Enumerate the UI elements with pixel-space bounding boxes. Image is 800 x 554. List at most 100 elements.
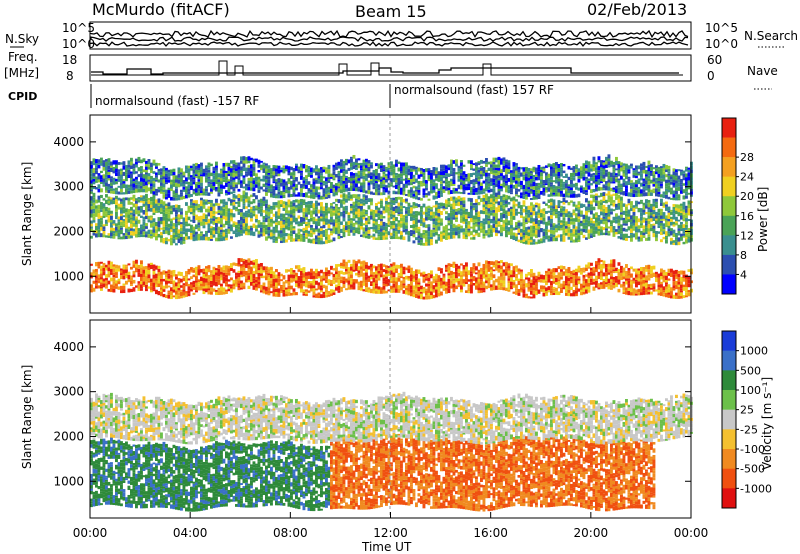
power-cell [492,167,496,171]
power-cell [452,271,456,275]
power-cell [170,226,173,230]
power-cell [92,208,96,214]
power-cell [147,176,151,180]
power-cell [290,185,293,190]
power-cell [342,266,346,269]
power-cell [467,192,471,195]
power-cell [237,201,241,205]
power-cell [447,278,451,284]
power-cell [115,268,118,273]
power-cell [340,169,343,173]
power-cell [207,227,211,231]
power-cell [477,262,481,267]
freq-nave-traces [91,60,683,76]
power-cell [225,272,228,275]
power-cell [570,177,573,180]
power-cell [277,169,281,174]
power-cell [490,229,493,234]
power-cell [400,214,403,218]
power-cell [397,196,401,200]
power-cell [185,236,188,240]
power-cell [117,265,121,269]
power-cell [362,171,366,176]
power-cell [102,229,106,231]
power-cell [180,208,183,212]
power-cell [177,217,181,220]
power-cell [160,287,163,290]
power-cell [320,237,323,241]
power-cell [192,292,196,295]
power-cell [562,201,566,205]
power-cell [465,211,468,215]
power-cell [240,183,243,188]
power-cell [277,180,281,183]
power-cell [220,237,223,242]
power-cell [377,275,381,279]
power-cell [175,234,178,238]
power-cell [232,181,236,185]
power-cell [290,207,293,211]
power-cell [115,199,118,202]
power-cell [357,220,361,225]
power-cell [360,264,363,267]
power-cell [110,167,113,173]
power-cell [355,162,358,166]
power-cell [310,174,313,178]
power-cell [207,176,211,179]
power-cell [210,207,213,212]
power-cell [465,290,468,293]
power-cell [437,205,441,209]
power-cell [270,169,273,172]
power-cell [420,237,423,240]
power-cell [365,161,368,166]
power-cell [497,194,501,199]
power-cell [390,277,393,281]
power-cell [247,184,251,187]
power-cell [122,233,126,236]
power-cell [350,218,353,221]
power-cell [95,208,98,213]
power-cell [525,293,528,296]
power-cell [100,215,103,218]
power-cell [220,215,223,218]
power-cell [267,277,271,281]
power-cell [512,196,516,201]
power-cell [145,212,148,216]
power-cell [182,283,186,286]
power-cell [310,189,313,193]
power-cell [325,187,328,191]
power-cell [107,199,111,201]
power-cell [500,283,503,287]
power-cell [130,161,133,166]
power-cell [187,290,191,294]
power-cell [292,278,296,282]
power-cell [500,265,503,270]
power-cell [450,285,453,289]
power-cell [210,172,213,177]
power-cell [562,235,566,239]
power-cell [170,196,173,201]
power-cell [350,208,353,211]
power-cell [512,166,516,170]
power-cell [437,275,441,279]
power-cell [405,180,408,184]
power-cell [450,229,453,232]
power-cell [195,181,198,184]
noise-trace-0 [90,29,689,39]
power-cell [522,239,526,242]
power-cell [557,272,561,276]
power-cell [135,227,138,231]
power-cell [420,216,423,220]
power-cell [460,285,463,290]
power-cell [285,189,288,194]
power-cell [180,236,183,241]
power-cell [95,286,98,289]
power-cell [265,276,268,281]
power-cell [230,215,233,218]
power-cell [447,167,451,171]
power-cell [95,282,98,287]
power-cell [447,198,451,202]
power-cell [460,277,463,280]
power-cell [435,178,438,181]
power-cell [345,225,348,231]
